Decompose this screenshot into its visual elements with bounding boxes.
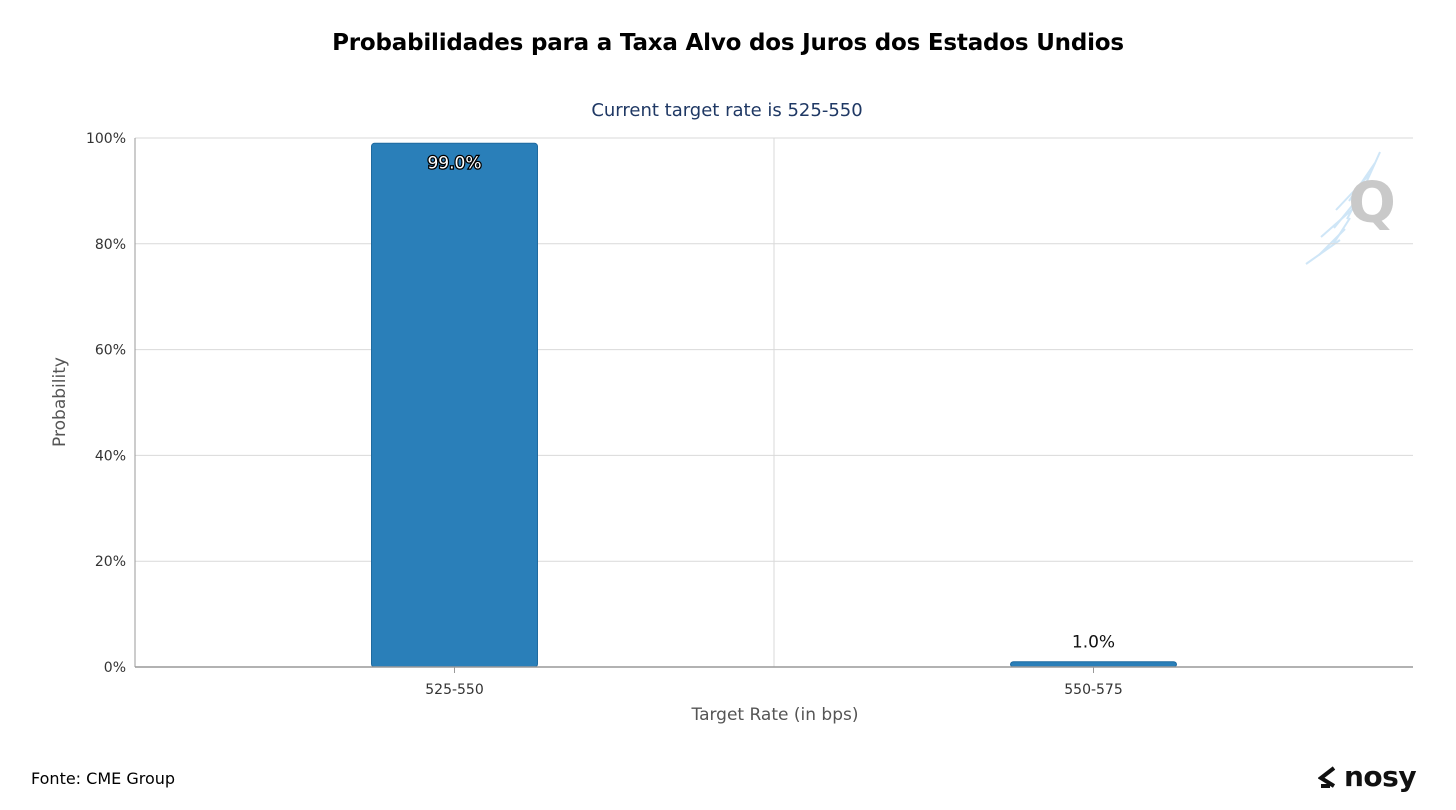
- x-tick-label: 525-550: [425, 682, 484, 698]
- x-axis-label: Target Rate (in bps): [691, 705, 859, 725]
- data-label: 99.0%: [427, 153, 481, 173]
- gridlines: [135, 137, 1413, 667]
- y-tick-label: 0%: [104, 660, 126, 676]
- watermark-letter: Q: [1348, 171, 1396, 236]
- watermark-streak: [1335, 173, 1371, 211]
- y-axis-label: Probability: [50, 357, 70, 447]
- x-tick-label: 550-575: [1064, 682, 1123, 698]
- y-tick-label: 80%: [95, 237, 126, 253]
- y-tick-label: 60%: [95, 343, 126, 359]
- y-tick-label: 20%: [95, 554, 126, 570]
- bar-chart: Q Current target rate is 525-550 0% 20% 40…: [50, 100, 1413, 725]
- bar: [1010, 661, 1177, 668]
- y-tick-label: 100%: [86, 131, 126, 147]
- bars: [371, 142, 1177, 668]
- chart-subtitle: Current target rate is 525-550: [591, 100, 862, 121]
- brand-name: nosy: [1344, 760, 1417, 793]
- watermark-streak: [1320, 206, 1356, 238]
- brand-logo: nosy: [1318, 760, 1434, 796]
- q-watermark-icon: Q: [1305, 151, 1396, 265]
- bar: [371, 142, 538, 668]
- axes: 0% 20% 40% 60% 80% 100% 525-550 550-575: [86, 131, 1413, 698]
- data-label: 1.0%: [1072, 633, 1115, 653]
- brand-chevron-icon: [1318, 766, 1336, 788]
- source-note: Fonte: CME Group: [31, 769, 176, 788]
- page-title: Probabilidades para a Taxa Alvo dos Juro…: [332, 30, 1124, 56]
- y-tick-label: 40%: [95, 448, 126, 464]
- data-labels: 99.0% 1.0%: [426, 152, 1115, 653]
